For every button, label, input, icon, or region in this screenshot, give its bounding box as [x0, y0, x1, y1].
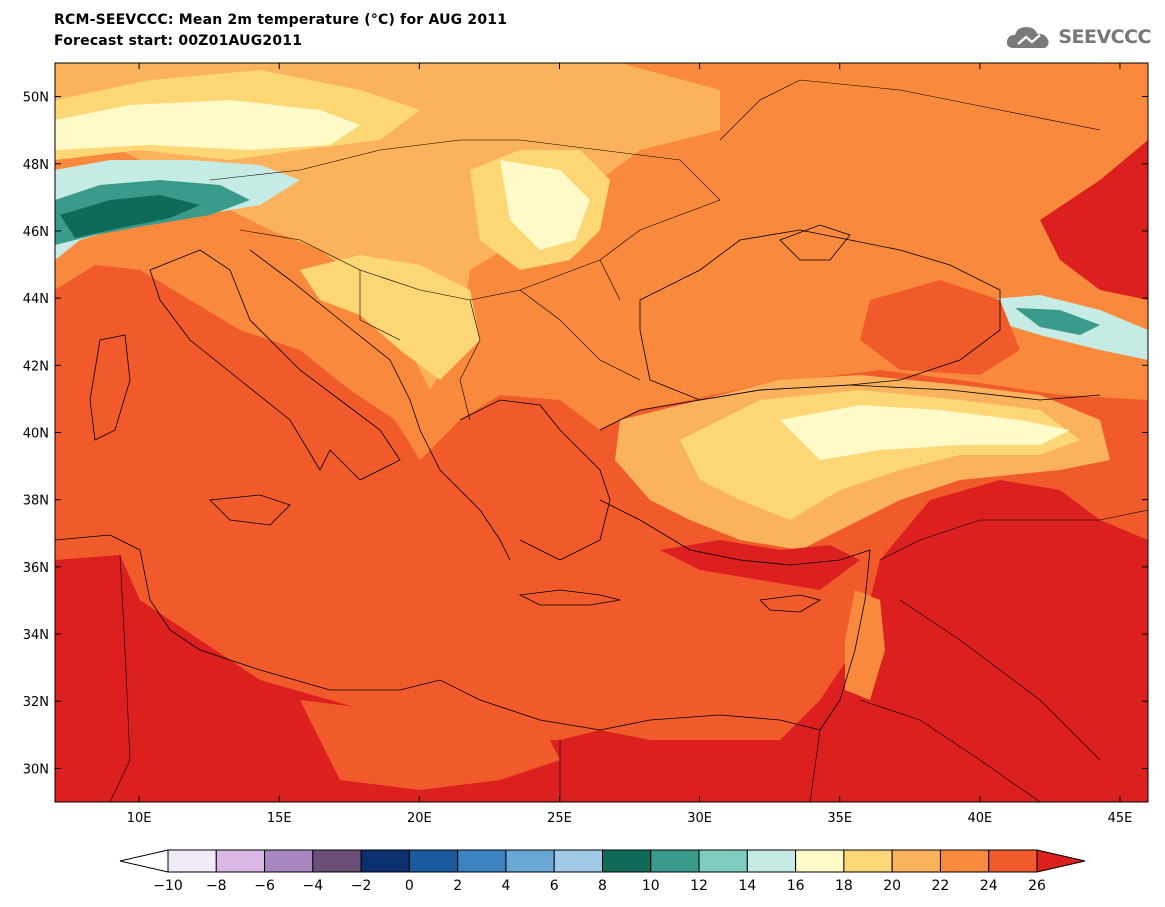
colorbar-label: 24 [980, 878, 998, 894]
field-alps-14-16 [55, 160, 300, 260]
field-carpath-16-18 [500, 160, 590, 250]
temperature-field [55, 63, 1148, 802]
field-carpathian-18-20 [470, 150, 610, 270]
colorbar-label: 6 [550, 878, 559, 894]
colorbar-label: 4 [501, 878, 510, 894]
lat-label: 42N [23, 359, 49, 374]
field-south-inner-24-26 [300, 690, 560, 790]
colorbar-label: 8 [598, 878, 607, 894]
colorbar-swatch [698, 849, 748, 873]
lon-label: 35E [827, 811, 852, 826]
colorbar-label: −2 [351, 878, 372, 894]
colorbar-swatch [505, 849, 555, 873]
colorbar-label: 16 [787, 878, 805, 894]
lat-label: 50N [23, 91, 49, 106]
field-alps-18-20 [55, 70, 420, 160]
longitude-axis: 10E 15E 20E 25E 30E 35E 40E 45E [127, 63, 1133, 826]
lon-label: 15E [267, 811, 292, 826]
colorbar-swatch [457, 849, 507, 873]
map-frame [54, 62, 1149, 803]
field-blacksea-26 [860, 280, 1020, 375]
colorbar-swatch [795, 849, 845, 873]
forecast-start: Forecast start: 00Z01AUG2011 [54, 33, 303, 49]
field-caucasus-14-16 [980, 295, 1148, 360]
colorbar-label: −4 [303, 878, 324, 894]
colorbar-label: 26 [1028, 878, 1046, 894]
map-title: RCM-SEEVCCC: Mean 2m temperature (°C) fo… [54, 12, 508, 28]
colorbar-label: 22 [932, 878, 950, 894]
colorbar-label: 20 [883, 878, 901, 894]
latitude-axis: 50N 48N 46N 44N 42N 40N 38N 36N 34N 32N 30N [23, 91, 1148, 777]
field-anatolia-20-22 [615, 375, 1110, 550]
colorbar-label: −8 [206, 878, 227, 894]
colorbar-swatch [939, 849, 990, 873]
lat-label: 40N [23, 427, 49, 442]
lon-label: 45E [1108, 811, 1133, 826]
colorbar-swatch [891, 849, 941, 873]
colorbar-swatch [167, 849, 217, 873]
colorbar-swatch [553, 849, 604, 873]
logo-text: SEEVCCC [1058, 26, 1151, 48]
lat-label: 38N [23, 494, 49, 509]
lat-label: 44N [23, 292, 49, 307]
field-south-26 [55, 480, 1148, 802]
colorbar-label: 0 [405, 878, 414, 894]
colorbar-below-triangle [119, 849, 169, 873]
lon-label: 10E [127, 811, 152, 826]
colorbar-label: −6 [254, 878, 275, 894]
lon-label: 40E [967, 811, 992, 826]
lat-label: 32N [23, 695, 49, 710]
colorbar-label: 12 [690, 878, 708, 894]
colorbar-swatch [360, 849, 410, 873]
lon-label: 20E [407, 811, 432, 826]
colorbar-label: 18 [835, 878, 853, 894]
colorbar-label: 2 [453, 878, 462, 894]
field-north-22-24 [55, 63, 1148, 460]
field-16-18 [55, 100, 360, 150]
colorbar-above-triangle [1036, 849, 1086, 873]
field-balkan-18-20 [300, 255, 480, 380]
field-alps-10-12 [55, 180, 250, 245]
field-levant-22-24 [845, 590, 885, 700]
field-east-26 [1040, 140, 1148, 300]
field-18-20 [680, 390, 1080, 520]
lat-label: 34N [23, 628, 49, 643]
colorbar-swatch [215, 849, 266, 873]
lon-label: 25E [547, 811, 572, 826]
colorbar-swatch [312, 849, 362, 873]
colorbar-swatch [843, 849, 893, 873]
field-turkey-16-18 [780, 405, 1070, 460]
lat-label: 48N [23, 158, 49, 173]
field-20-22 [55, 63, 720, 390]
colorbar-swatch [602, 849, 652, 873]
colorbar-swatch [746, 849, 797, 873]
colorbar-label: 10 [642, 878, 660, 894]
colorbar-swatch [264, 849, 314, 873]
seevccc-logo: SEEVCCC [1004, 22, 1151, 52]
colorbar-swatch [988, 849, 1038, 873]
field-base [55, 63, 1148, 802]
field-turkey-coast-26 [660, 540, 860, 590]
lon-label: 30E [687, 811, 712, 826]
colorbar-label: −10 [153, 878, 183, 894]
colorbar-swatch [408, 849, 459, 873]
colorbar-swatch [650, 849, 700, 873]
colorbar: −10 −8 −6 −4 −2 0 2 4 6 8 10 12 14 16 18 20 22 24 26 [119, 849, 1086, 894]
field-caucasus-10-12 [1015, 308, 1100, 335]
coastlines [55, 79, 1148, 802]
lat-label: 46N [23, 225, 49, 240]
cloud-icon [1007, 27, 1049, 48]
colorbar-label: 14 [738, 878, 756, 894]
lat-label: 30N [23, 762, 49, 777]
field-alps-8-10 [60, 195, 200, 238]
lat-label: 36N [23, 561, 49, 576]
